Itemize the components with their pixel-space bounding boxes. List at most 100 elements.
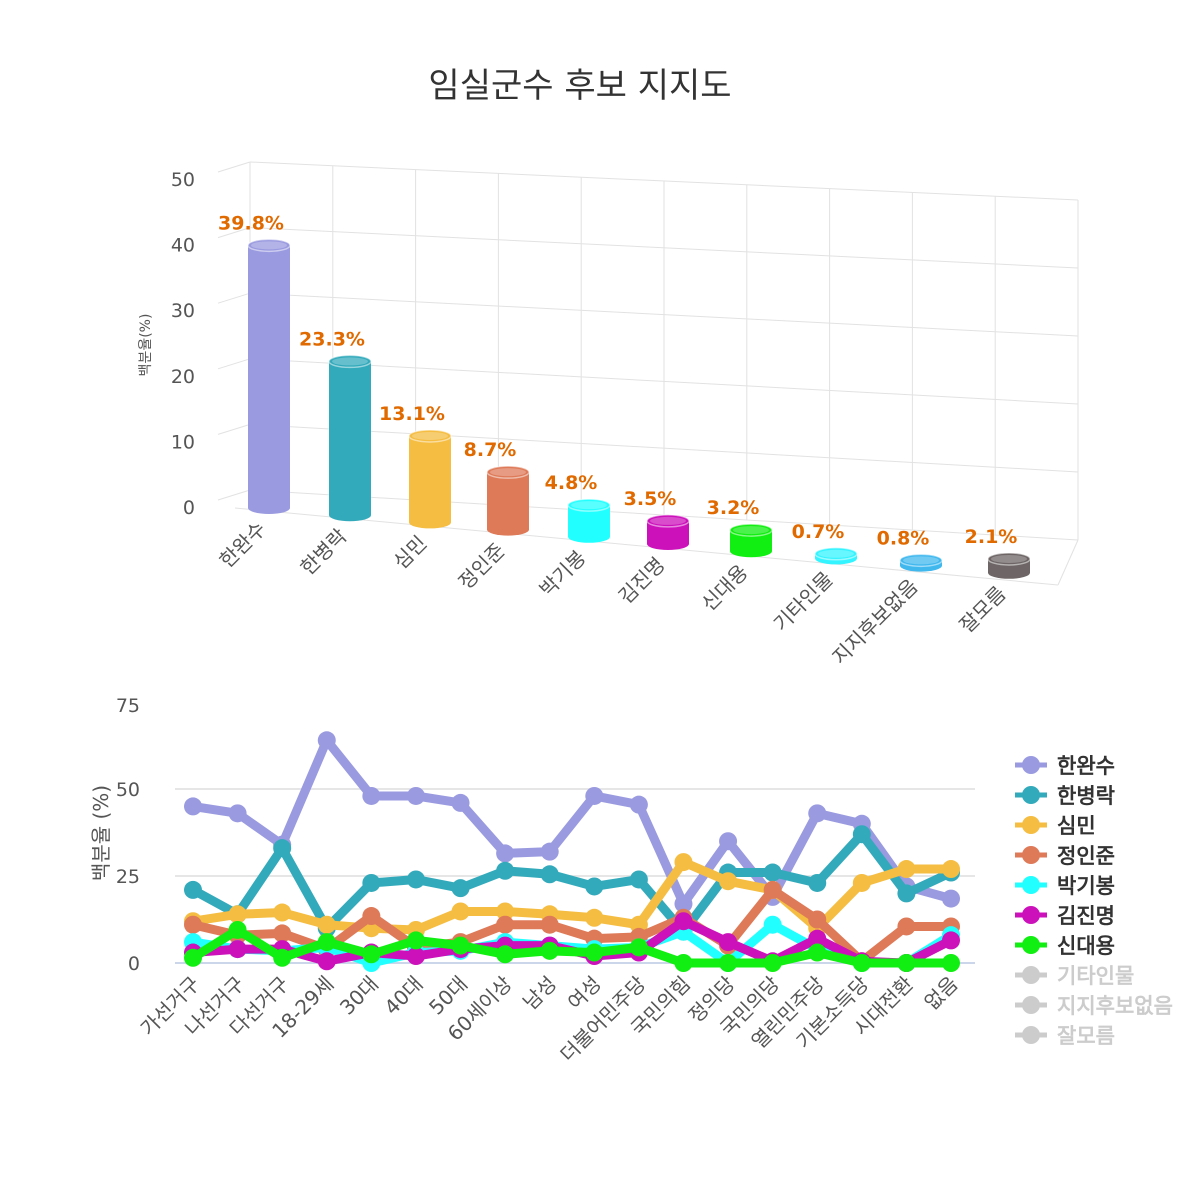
legend-marker bbox=[1022, 876, 1040, 894]
legend-item-한완수[interactable]: 한완수 bbox=[1015, 754, 1115, 778]
bar-김진명 bbox=[646, 514, 690, 550]
x-tick-label: 없음 bbox=[920, 972, 963, 1015]
data-point bbox=[540, 865, 559, 884]
data-point bbox=[406, 870, 425, 889]
y-tick-label: 50 bbox=[171, 169, 195, 191]
bar-top bbox=[247, 238, 291, 253]
legend-label: 심민 bbox=[1057, 814, 1096, 838]
legend-label: 박기봉 bbox=[1057, 874, 1115, 898]
bar-top bbox=[646, 514, 690, 528]
series-한병락 bbox=[184, 825, 960, 941]
data-point bbox=[942, 860, 960, 879]
data-point bbox=[808, 873, 827, 892]
legend-marker bbox=[1022, 936, 1040, 954]
data-point bbox=[228, 920, 247, 939]
legend-label: 기타인물 bbox=[1057, 964, 1134, 988]
legend-marker bbox=[1022, 1026, 1040, 1044]
y-tick-label: 50 bbox=[116, 779, 140, 801]
legend-label: 한병락 bbox=[1057, 784, 1115, 808]
data-point bbox=[317, 731, 336, 750]
bar-신대용 bbox=[729, 523, 773, 558]
bar-심민 bbox=[408, 429, 452, 529]
legend-marker bbox=[1022, 906, 1040, 924]
legend-marker bbox=[1022, 756, 1040, 774]
data-point bbox=[451, 879, 470, 898]
data-point bbox=[763, 863, 782, 882]
data-point bbox=[451, 936, 470, 955]
grid-line-side bbox=[217, 161, 251, 173]
data-point bbox=[496, 861, 515, 880]
legend-item-한병락[interactable]: 한병락 bbox=[1015, 784, 1115, 808]
data-point bbox=[496, 945, 515, 964]
data-point bbox=[317, 952, 336, 971]
legend-item-심민[interactable]: 심민 bbox=[1015, 814, 1096, 838]
data-point bbox=[629, 938, 648, 957]
legend-item-지지후보없음[interactable]: 지지후보없음 bbox=[1015, 994, 1173, 1018]
data-point bbox=[317, 933, 336, 952]
data-point bbox=[674, 894, 693, 913]
y-tick-label: 20 bbox=[171, 366, 195, 388]
x-tick-label: 남성 bbox=[518, 972, 561, 1015]
data-point bbox=[719, 933, 738, 952]
legend-marker bbox=[1022, 996, 1040, 1014]
data-point bbox=[852, 954, 871, 972]
data-point bbox=[629, 795, 648, 814]
bar-top bbox=[814, 547, 858, 561]
data-point bbox=[674, 853, 693, 872]
data-point bbox=[228, 804, 247, 823]
data-point bbox=[674, 912, 693, 931]
y-tick-label: 25 bbox=[116, 866, 140, 888]
y-tick-label: 30 bbox=[171, 300, 195, 322]
bar-top-highlight bbox=[332, 357, 368, 366]
grid-line-side bbox=[217, 292, 251, 304]
x-tick-label: 30대 bbox=[335, 972, 383, 1020]
series-line bbox=[190, 829, 953, 937]
legend-item-잘모름[interactable]: 잘모름 bbox=[1015, 1024, 1115, 1048]
bar-지지후보없음 bbox=[899, 553, 943, 572]
data-point bbox=[184, 880, 202, 899]
data-point bbox=[719, 832, 738, 851]
legend-item-김진명[interactable]: 김진명 bbox=[1015, 904, 1115, 928]
data-label: 0.7% bbox=[792, 521, 845, 543]
data-point bbox=[228, 940, 247, 959]
bar-body bbox=[487, 472, 529, 536]
data-point bbox=[496, 902, 515, 921]
grid-line-side bbox=[217, 489, 251, 501]
data-point bbox=[585, 908, 604, 927]
y-tick-label: 10 bbox=[171, 431, 195, 453]
bar-박기봉 bbox=[567, 498, 611, 543]
data-point bbox=[228, 905, 247, 924]
data-point bbox=[540, 842, 559, 861]
data-point bbox=[808, 943, 827, 962]
data-label: 23.3% bbox=[299, 328, 365, 350]
bar-잘모름 bbox=[987, 552, 1031, 579]
bar-top-highlight bbox=[490, 468, 526, 477]
data-point bbox=[897, 954, 916, 972]
legend-marker bbox=[1022, 846, 1040, 864]
data-label: 2.1% bbox=[965, 526, 1018, 548]
grid-line-side bbox=[217, 423, 251, 435]
legend-item-정인준[interactable]: 정인준 bbox=[1015, 844, 1115, 868]
y-tick-label-top: 75 bbox=[116, 695, 140, 717]
legend-item-박기봉[interactable]: 박기봉 bbox=[1015, 874, 1115, 898]
data-point bbox=[451, 902, 470, 921]
bar-body bbox=[329, 361, 371, 522]
legend-item-신대용[interactable]: 신대용 bbox=[1015, 934, 1115, 958]
data-point bbox=[808, 804, 827, 823]
bar-정인준 bbox=[486, 465, 530, 536]
data-point bbox=[362, 945, 381, 964]
data-point bbox=[273, 948, 292, 967]
data-point bbox=[719, 872, 738, 891]
data-point bbox=[808, 929, 827, 948]
chart-title: 임실군수 후보 지지도 bbox=[428, 66, 732, 106]
data-point bbox=[540, 915, 559, 934]
bar-top-highlight bbox=[818, 549, 854, 558]
bar-chart-3d: 01020304050백분율(%)39.8%한완수23.3%한병락13.1%심민… bbox=[138, 161, 1079, 669]
bar-한완수 bbox=[247, 238, 291, 514]
data-point bbox=[629, 870, 648, 889]
legend-item-기타인물[interactable]: 기타인물 bbox=[1015, 964, 1134, 988]
data-point bbox=[496, 844, 515, 863]
data-point bbox=[897, 884, 916, 903]
